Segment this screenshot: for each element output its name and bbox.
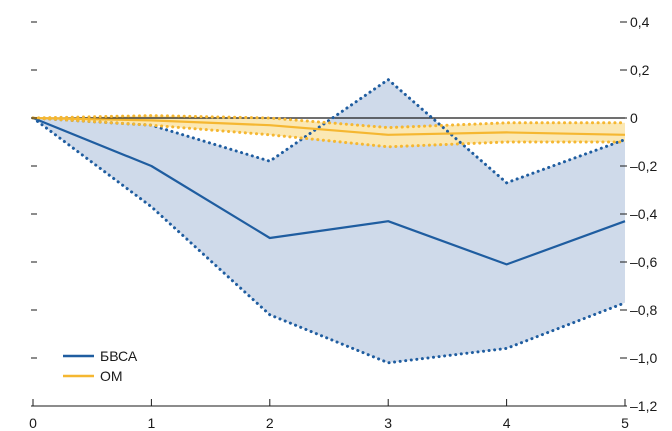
legend: БВСА ОМ [63,348,138,384]
y-tick-label: –0,4 [630,206,657,222]
band-series-0 [33,79,625,363]
legend-label-0: БВСА [100,348,138,364]
y-tick-label: –1,0 [630,350,657,366]
bound-upper-series-0 [31,77,627,185]
x-tick-label: 0 [29,415,37,431]
confidence-bands [33,79,625,363]
y-tick-label: 0 [630,110,638,126]
x-tick-label: 5 [621,415,629,431]
band-series-1 [33,115,625,147]
x-tick-label: 2 [266,415,274,431]
x-axis: 0 1 2 3 4 5 [29,399,629,431]
series-line-0 [32,116,626,266]
confidence-bounds [31,77,627,365]
bound-lower-series-1 [31,116,627,149]
y-tick-label: 0,4 [630,14,650,30]
y-tick-label: –0,2 [630,158,657,174]
y-tick-label: 0,2 [630,62,650,78]
series-line-1 [32,116,626,136]
x-tick-label: 3 [384,415,392,431]
bound-lower-series-0 [31,116,627,365]
series-lines [32,116,626,266]
x-tick-label: 1 [148,415,156,431]
x-tick-label: 4 [503,415,511,431]
bound-upper-series-1 [31,114,627,130]
y-tick-label: –1,2 [630,398,657,414]
y-tick-label: –0,6 [630,254,657,270]
y-axis: 0,4 0,2 0 –0,2 –0,4 –0,6 –0,8 –1,0 –1,2 [31,14,657,414]
legend-label-1: ОМ [100,368,123,384]
y-tick-label: –0,8 [630,302,657,318]
